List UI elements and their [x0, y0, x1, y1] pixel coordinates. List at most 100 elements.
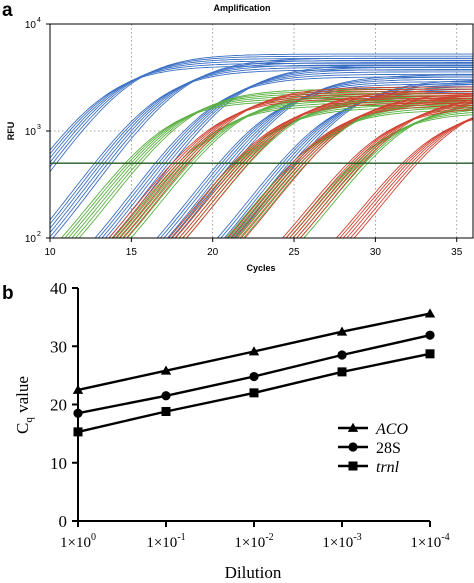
data-point-square [337, 367, 347, 377]
x-tick-exponent: -3 [353, 532, 361, 543]
amplification-curve [163, 81, 473, 238]
amplification-curve [240, 95, 473, 238]
amplification-curve [185, 90, 473, 238]
data-point-circle [73, 408, 83, 418]
amplification-curve [94, 76, 473, 238]
amplification-curve [295, 108, 473, 238]
legend-label: 28S [376, 440, 401, 457]
amplification-curve [182, 93, 473, 238]
y-tick-label: 0 [59, 512, 68, 531]
amplification-curve [225, 109, 473, 238]
amplification-curve [178, 95, 473, 238]
legend-label: trnl [376, 459, 400, 476]
amplification-curve [166, 78, 473, 238]
amplification-curve [101, 71, 473, 238]
data-point-triangle [347, 422, 359, 432]
amplification-curve [235, 102, 473, 238]
x-tick-label: 1×100 [60, 532, 96, 551]
data-point-square [348, 461, 358, 471]
amplification-curve [233, 100, 473, 238]
amplification-curve [50, 53, 473, 172]
x-tick-label: 10 [44, 247, 56, 258]
amplification-curve [299, 99, 473, 238]
amplification-curve [174, 74, 473, 238]
data-point-triangle [424, 308, 436, 318]
amplification-curve [185, 95, 473, 238]
amplification-curve [50, 59, 473, 238]
x-tick-label: 1×10-3 [322, 532, 361, 551]
x-tick-exponent: -4 [441, 532, 449, 543]
cq-axis-label: Cq value [13, 376, 35, 434]
cq-axis-label-sub: q [23, 417, 35, 423]
data-point-circle [337, 350, 347, 360]
amplification-curve [346, 117, 473, 238]
dilution-axes: 0 10 20 30 40 1×100 1×10-1 1×10-2 1×10-3 1×10-4 [50, 279, 450, 551]
amplification-curve [116, 102, 473, 238]
amplification-curve [299, 106, 473, 238]
amplification-curve [339, 118, 473, 238]
amplification-curve [111, 95, 473, 238]
amplification-curve [288, 112, 473, 238]
legend-label: ACO [375, 421, 408, 438]
panel-b: b 0 10 20 30 40 1×100 1×10-1 1×10-2 1×10-3 1×10-4… [2, 279, 450, 582]
y-tick-exponent: 3 [37, 124, 41, 131]
amplification-curve [353, 117, 473, 238]
amplification-curve [159, 83, 473, 238]
y-tick-label: 10 [25, 234, 37, 245]
y-tick-label: 30 [50, 337, 67, 356]
amplification-curve [123, 97, 473, 238]
y-tick-exponent: 2 [37, 231, 41, 238]
x-tick-exponent: -1 [177, 532, 185, 543]
amplification-curve [50, 64, 473, 229]
amplification-curve [168, 107, 473, 238]
amplification-curve [288, 104, 473, 238]
x-tick-label: 35 [451, 247, 463, 258]
data-point-circle [425, 330, 435, 340]
data-point-triangle [72, 384, 84, 394]
amplification-curve [50, 62, 473, 155]
panel-b-label: b [2, 283, 14, 304]
data-point-square [249, 388, 259, 398]
legend: ACO 28S trnl [338, 421, 408, 476]
data-point-circle [348, 442, 358, 452]
amplification-curve [292, 103, 473, 238]
x-tick-label: 25 [288, 247, 300, 258]
amplification-curve [342, 117, 473, 238]
amplification-curve [112, 64, 473, 238]
amplification-curve [295, 101, 473, 238]
x-tick-label: 1×10-4 [410, 532, 449, 551]
amplification-curve [236, 98, 473, 238]
amplification-curve [52, 57, 473, 238]
amplification-curve [292, 109, 473, 238]
dilution-axis-label: Dilution [225, 563, 282, 582]
amplification-curve [174, 97, 473, 238]
y-tick-label: 10 [25, 20, 37, 31]
data-point-triangle [248, 346, 260, 356]
x-tick-label: 20 [207, 247, 219, 258]
cq-axis-label-rest: value [13, 376, 32, 417]
amplification-curve [115, 93, 473, 238]
amplification-curve [303, 104, 473, 238]
amplification-curves [50, 53, 473, 238]
amplification-curve [125, 86, 473, 238]
x-tick-exponent: -2 [265, 532, 273, 543]
amplification-curve [244, 93, 473, 238]
amplification-curve [50, 62, 473, 233]
data-point-square [161, 406, 171, 416]
amplification-curve [170, 76, 473, 238]
amplification-curve [349, 117, 473, 238]
data-point-triangle [336, 326, 348, 336]
x-tick-label: 15 [126, 247, 138, 258]
x-tick-exponent: 0 [91, 532, 96, 543]
x-tick-label: 1×10-2 [234, 532, 273, 551]
amplification-curve [67, 95, 473, 238]
amplification-curve [50, 55, 473, 168]
cq-axis-label-main: C [13, 423, 32, 434]
rfu-axis-label: RFU [6, 122, 16, 141]
amplification-title: Amplification [213, 3, 270, 13]
amplification-curve [229, 102, 473, 238]
amplification-curve [228, 107, 473, 238]
